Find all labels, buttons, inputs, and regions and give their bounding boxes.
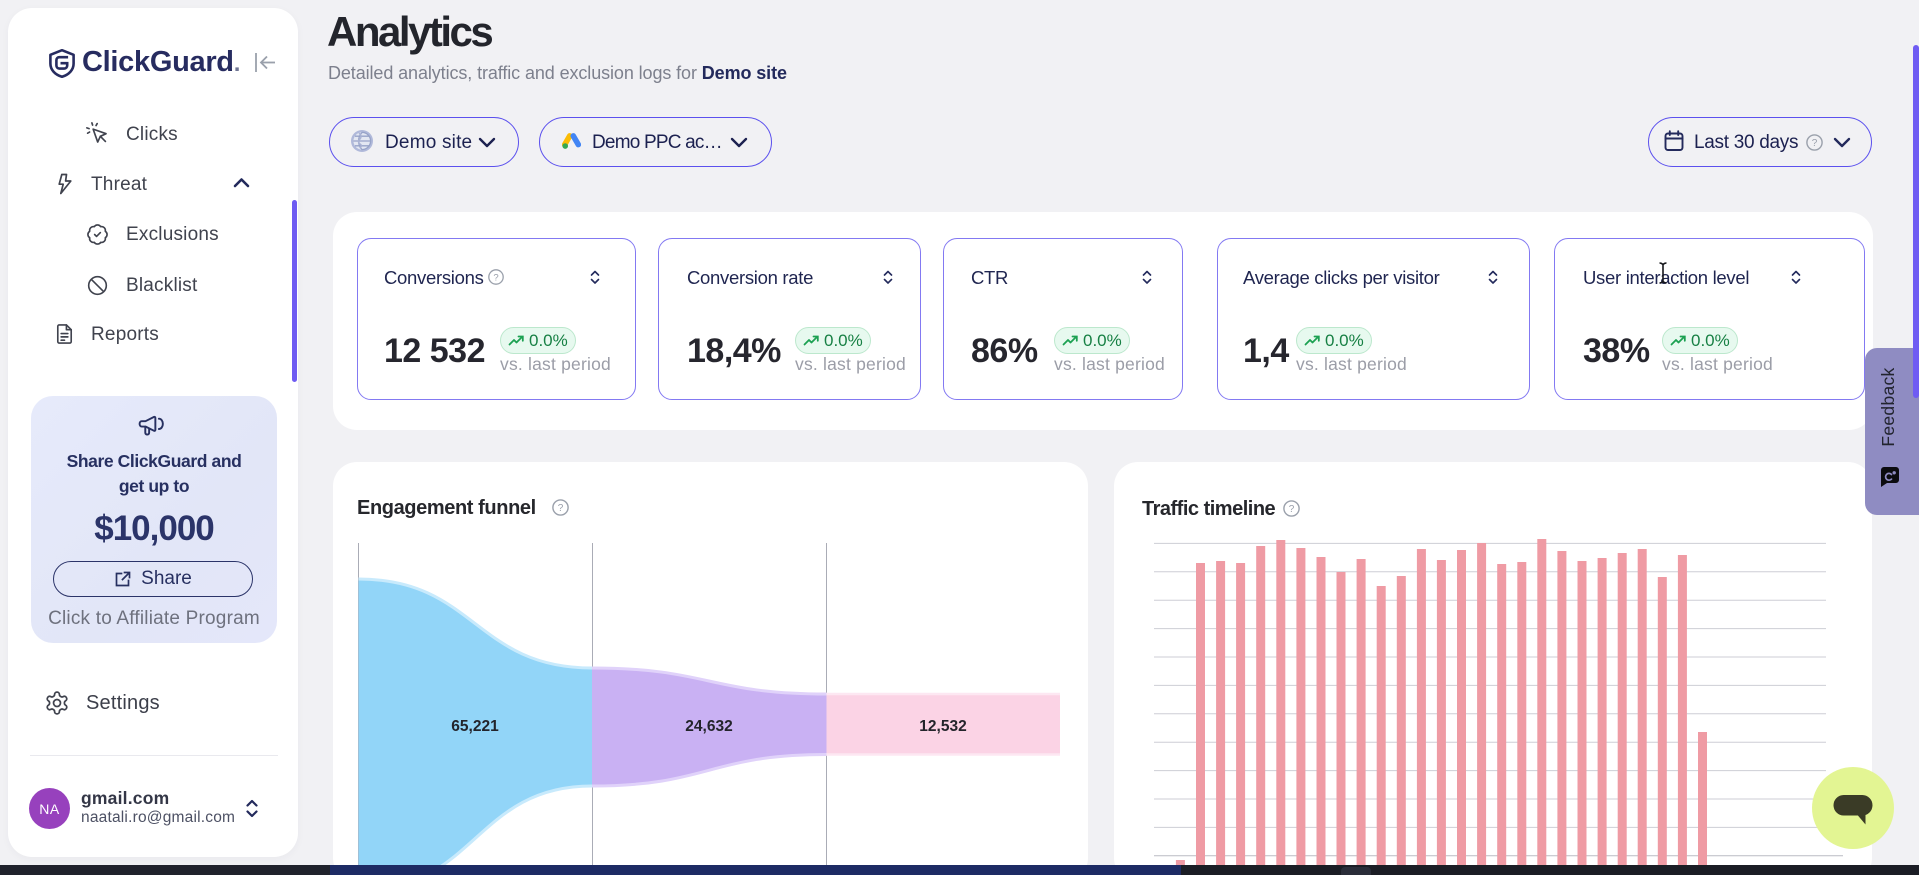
svg-text:?: ? xyxy=(493,273,498,284)
svg-text:?: ? xyxy=(1812,138,1818,149)
svg-text:24,632: 24,632 xyxy=(685,718,732,735)
svg-text:12,532: 12,532 xyxy=(919,718,966,735)
svg-text:?: ? xyxy=(558,503,564,514)
svg-text:?: ? xyxy=(1289,504,1295,515)
svg-text:65,221: 65,221 xyxy=(451,718,499,735)
